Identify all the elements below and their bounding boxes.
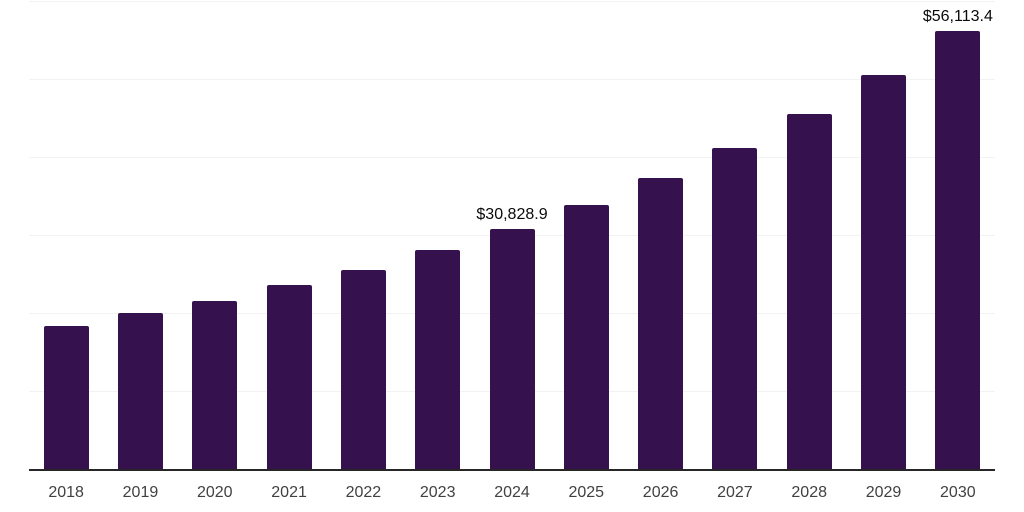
bar-value-label-2024: $30,828.9 xyxy=(476,205,548,223)
x-tick-label-2024: 2024 xyxy=(494,484,530,501)
x-tick-label-2028: 2028 xyxy=(791,484,827,501)
bar-2027 xyxy=(712,148,758,469)
bar-2019 xyxy=(117,313,163,469)
bar-2026 xyxy=(638,178,684,469)
gridline-50000 xyxy=(29,79,995,80)
bar-2021 xyxy=(266,285,312,469)
x-tick-label-2025: 2025 xyxy=(568,484,605,501)
x-tick-label-2018: 2018 xyxy=(48,484,84,501)
bar-2030 xyxy=(935,31,981,469)
x-tick-label-2020: 2020 xyxy=(196,484,233,501)
x-tick-label-2029: 2029 xyxy=(865,484,902,501)
bar-2018 xyxy=(43,326,89,469)
plot-area: $30,828.9 $56,113.4 xyxy=(29,0,995,471)
bar-2023 xyxy=(415,250,461,469)
x-tick-label-2019: 2019 xyxy=(122,484,159,501)
x-tick-label-2030: 2030 xyxy=(940,484,976,501)
gridline-60000 xyxy=(29,1,995,2)
x-tick-label-2023: 2023 xyxy=(419,484,456,501)
bar-value-label-2030: $56,113.4 xyxy=(922,8,993,26)
bar-2022 xyxy=(340,269,386,469)
x-tick-label-2022: 2022 xyxy=(345,484,382,501)
x-tick-label-2027: 2027 xyxy=(717,484,753,501)
bar-2029 xyxy=(861,75,907,469)
bar-2024 xyxy=(489,228,535,469)
gridline-40000 xyxy=(29,157,995,158)
x-tick-label-2021: 2021 xyxy=(271,484,307,501)
bar-2028 xyxy=(786,114,832,469)
x-axis: 2018 2019 2020 2021 2022 2023 2024 2025 2026 2027… xyxy=(29,484,995,506)
bar-2020 xyxy=(192,300,238,469)
x-tick-label-2026: 2026 xyxy=(642,484,679,501)
bar-2025 xyxy=(563,205,609,469)
